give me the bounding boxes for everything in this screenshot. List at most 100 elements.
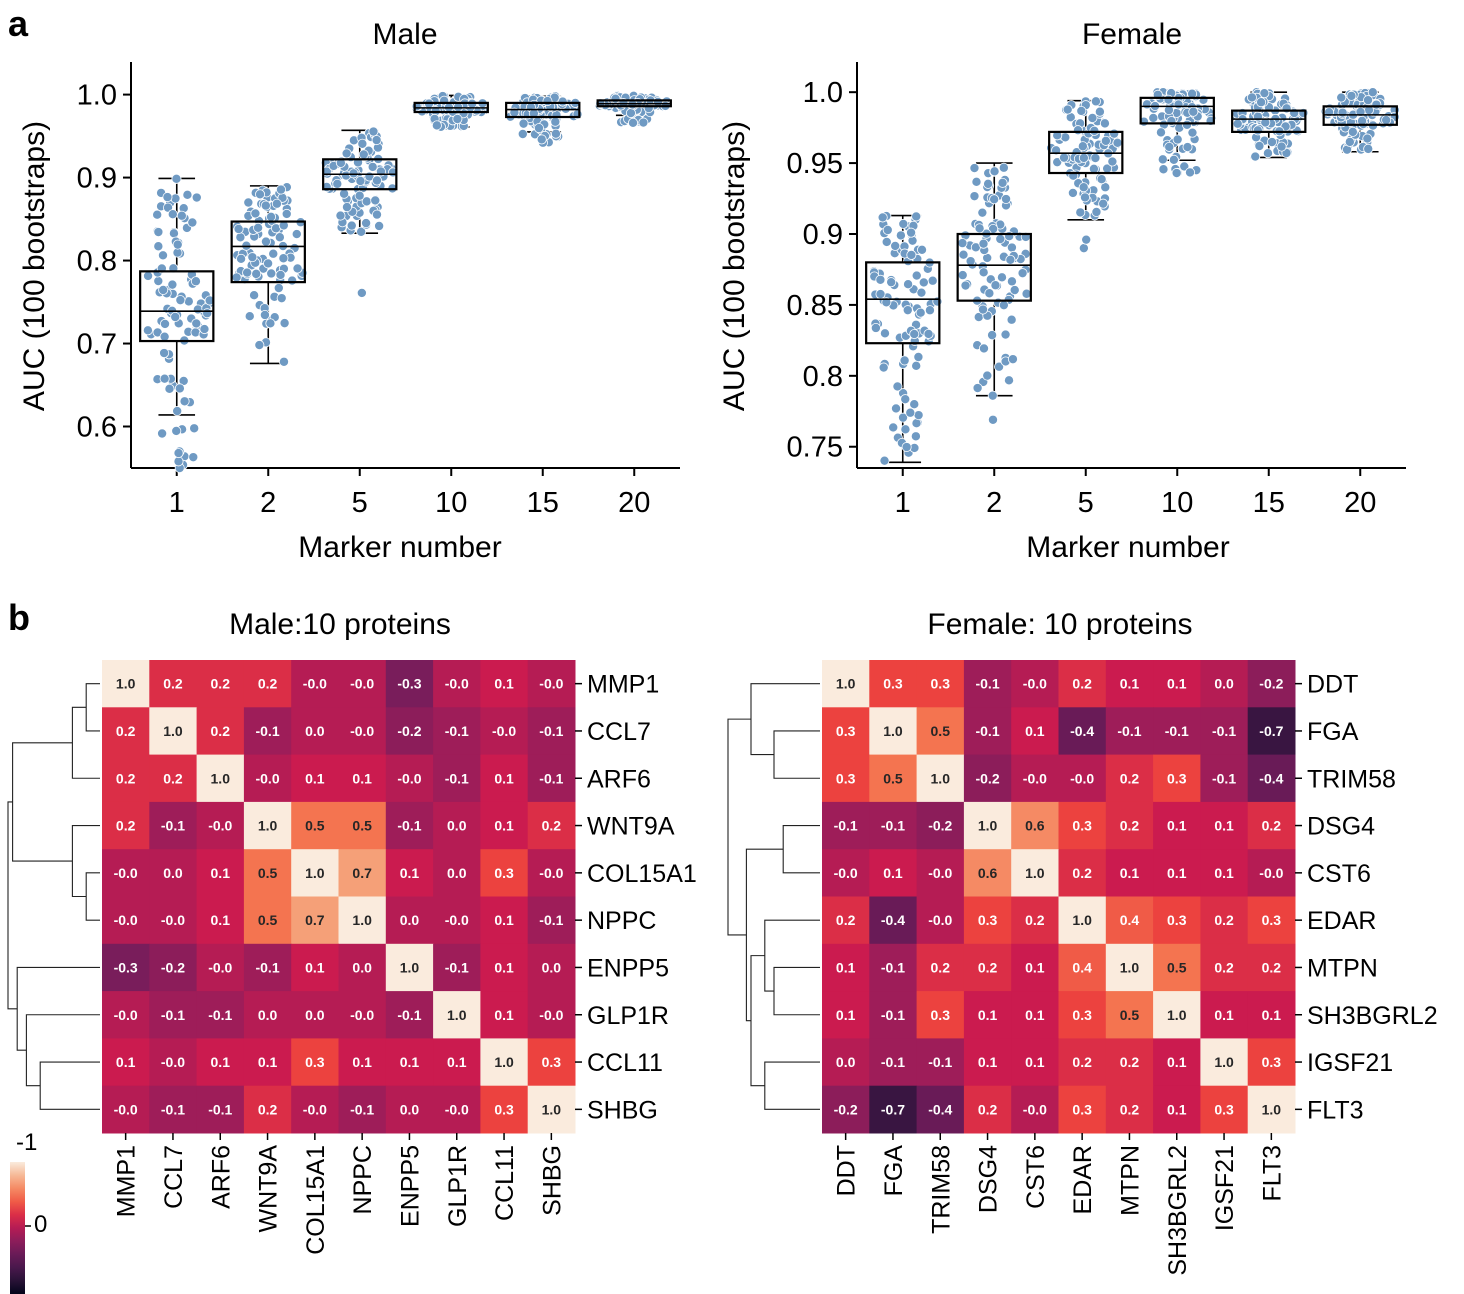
data-point — [903, 279, 914, 290]
heatmap-cell-value: 1.0 — [931, 770, 951, 786]
data-point — [1100, 135, 1111, 146]
heatmap-cell-value: 0.1 — [494, 818, 514, 834]
heatmap-cell — [1105, 1085, 1154, 1134]
heatmap-cell — [291, 1038, 339, 1087]
heatmap-cell — [338, 754, 387, 803]
data-point — [957, 238, 968, 249]
heatmap-cell — [480, 943, 529, 992]
heatmap-cell — [149, 1038, 198, 1087]
data-point — [153, 241, 164, 252]
heatmap-cell — [1153, 896, 1201, 945]
heatmap-cell — [102, 1038, 150, 1087]
heatmap-cell-value: 0.3 — [494, 865, 514, 881]
heatmap-cell — [527, 896, 576, 945]
col-label: CCL11 — [491, 1145, 519, 1221]
data-point — [1262, 148, 1273, 159]
heatmap-cell — [291, 707, 339, 756]
x-tick-label: 10 — [1161, 487, 1193, 519]
female-boxplot-ylabel: AUC (100 bootstraps) — [718, 121, 751, 411]
heatmap-cell — [1153, 991, 1201, 1039]
heatmap-cell — [527, 1085, 576, 1134]
heatmap-cell — [869, 707, 918, 756]
heatmap-cell — [433, 801, 481, 850]
heatmap-cell-value: 0.0 — [447, 818, 467, 834]
data-point — [625, 108, 636, 119]
heatmap-cell — [869, 896, 918, 945]
heatmap-cell-value: 0.2 — [211, 676, 231, 692]
heatmap-cell-value: -0.4 — [1070, 723, 1094, 739]
heatmap-cell — [433, 754, 481, 803]
heatmap-cell — [291, 1085, 339, 1134]
heatmap-cell — [149, 991, 198, 1039]
data-point — [1344, 136, 1355, 147]
col-label: SHBG — [538, 1145, 566, 1216]
data-point — [1006, 242, 1017, 253]
heatmap-cell-value: -0.0 — [255, 770, 279, 786]
heatmap-cell-value: 1.0 — [116, 676, 136, 692]
heatmap-cell — [1105, 943, 1154, 992]
heatmap-cell-value: 0.1 — [836, 959, 856, 975]
dendrogram-link — [85, 683, 100, 732]
data-point — [371, 135, 382, 146]
heatmap-cell — [1247, 896, 1296, 945]
col-label: FLT3 — [1258, 1145, 1286, 1202]
data-point — [901, 442, 912, 453]
heatmap-cell-value: -0.0 — [492, 723, 516, 739]
data-point — [998, 300, 1009, 311]
data-point — [175, 295, 186, 306]
data-point — [892, 381, 903, 392]
heatmap-cell-value: -0.0 — [1070, 770, 1094, 786]
heatmap-cell-value: -0.7 — [1259, 723, 1283, 739]
data-point — [1246, 92, 1257, 103]
heatmap-cell-value: 0.1 — [1025, 959, 1045, 975]
heatmap-cell-value: -0.0 — [539, 1007, 563, 1023]
heatmap-cell-value: 0.3 — [836, 723, 856, 739]
heatmap-cell-value: 0.2 — [1120, 1054, 1140, 1070]
data-point — [1007, 354, 1018, 365]
heatmap-cell-value: -0.1 — [834, 818, 858, 834]
heatmap-cell — [527, 707, 576, 756]
data-point — [266, 211, 277, 222]
data-point — [1062, 104, 1073, 115]
data-point — [1188, 106, 1199, 117]
outlier-point — [1081, 234, 1092, 245]
data-point — [1094, 106, 1105, 117]
data-point — [1182, 142, 1193, 153]
heatmap-cell — [1058, 849, 1107, 897]
col-label: WNT9A — [255, 1145, 283, 1233]
heatmap-cell-value: -0.1 — [397, 818, 421, 834]
heatmap-cell — [1105, 707, 1154, 756]
dendrogram-link — [16, 966, 100, 1051]
heatmap-cell-value: 0.1 — [1167, 865, 1187, 881]
heatmap-cell-value: 1.0 — [400, 959, 420, 975]
data-point — [174, 383, 185, 394]
dendrogram-link — [25, 1014, 100, 1087]
x-tick-label: 20 — [1344, 487, 1376, 519]
data-point — [1157, 154, 1168, 165]
data-point — [917, 244, 928, 255]
data-point — [881, 236, 892, 247]
female-heatmap-title: Female: 10 proteins — [927, 608, 1192, 641]
heatmap-cell-value: 0.1 — [211, 865, 231, 881]
row-label: ARF6 — [587, 765, 651, 793]
heatmap-cell-value: 0.2 — [978, 959, 998, 975]
heatmap-cell — [102, 754, 150, 803]
row-label: FLT3 — [1307, 1096, 1364, 1124]
heatmap-cell — [1200, 991, 1249, 1039]
data-point — [888, 422, 899, 433]
data-point — [160, 318, 171, 329]
data-point — [1090, 96, 1101, 107]
panel-label-b: b — [8, 597, 30, 638]
heatmap-cell-value: -0.4 — [881, 912, 905, 928]
heatmap-cell-value: 0.0 — [305, 1007, 325, 1023]
data-point — [918, 277, 929, 288]
data-point — [1090, 153, 1101, 164]
data-point — [158, 285, 169, 296]
data-point — [172, 239, 183, 250]
data-point — [167, 279, 178, 290]
data-point — [1098, 198, 1109, 209]
data-point — [1172, 134, 1183, 145]
heatmap-cell — [480, 754, 529, 803]
data-point — [1052, 157, 1063, 168]
data-point — [168, 228, 179, 239]
